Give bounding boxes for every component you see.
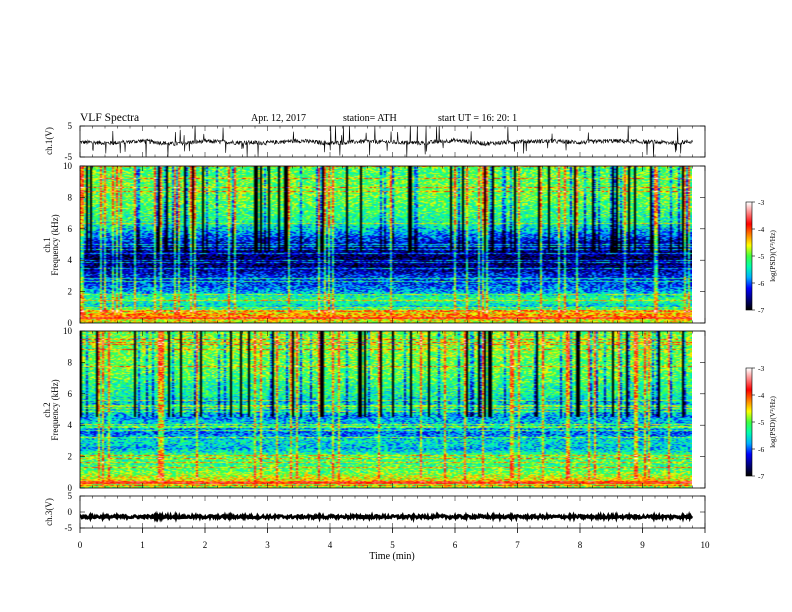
yaxis-tick-label: 10 [63, 326, 73, 336]
yaxis-tick-label: 0 [68, 507, 73, 517]
ch1-waveform-panel: 5 -5 ch.1(V) [44, 121, 706, 162]
start-ut-label: start UT = 16: 20: 1 [438, 113, 518, 124]
ch3-ylabel: ch.3(V) [44, 498, 54, 526]
yaxis-tick-label: 2 [68, 287, 73, 297]
ch1-spectrogram-ylabel-channel: ch.1 [42, 237, 52, 252]
yaxis-tick-label: 0 [68, 483, 73, 493]
xaxis-tick-label: 9 [640, 540, 645, 550]
xaxis-tick-label: 8 [578, 540, 583, 550]
ch2-colorbar-image [746, 368, 752, 476]
ch3-waveform-trace [80, 510, 694, 523]
xaxis-tick-label: 1 [140, 540, 145, 550]
yaxis-tick-label: 6 [68, 224, 73, 234]
ch1-spectrogram-yaxis: 0 2 4 6 8 10 [63, 161, 705, 328]
ch3-waveform-panel: 5 0 -5 ch.3(V) [44, 491, 706, 533]
colorbar-tick-label: -4 [758, 391, 764, 400]
colorbar-tick-label: -4 [758, 225, 764, 234]
ch3-waveform-line [80, 510, 694, 523]
xaxis-tick-label: 10 [701, 540, 711, 550]
ch1-colorbar-ticks: -3 -4 -5 -6 -7 [752, 198, 764, 315]
yaxis-tick-label: -5 [65, 152, 73, 162]
colorbar-tick-label: -3 [758, 198, 764, 207]
ch1-waveform-line [80, 126, 693, 157]
ch2-colorbar-label: log(PSD)(V²/Hz) [768, 396, 777, 448]
yaxis-tick-label: 8 [68, 192, 73, 202]
date-label: Apr. 12, 2017 [251, 113, 306, 124]
figure-title: VLF Spectra [80, 112, 140, 124]
xaxis-tick-label: 0 [78, 540, 83, 550]
ch2-spectrogram-yaxis: 0 2 4 6 8 10 [63, 326, 705, 493]
yaxis-tick-label: 4 [68, 420, 73, 430]
xaxis-tick-label: 6 [453, 540, 458, 550]
colorbar-tick-label: -5 [758, 418, 764, 427]
xaxis-tick-label: 7 [515, 540, 520, 550]
ch1-waveform-trace [80, 126, 693, 157]
station-label: station= ATH [343, 113, 397, 124]
ch1-colorbar-image [746, 202, 752, 310]
colorbar-tick-label: -7 [758, 472, 764, 481]
yaxis-tick-label: 8 [68, 357, 73, 367]
ch2-spectrogram-ylabel-frequency: Frequency (kHz) [50, 379, 60, 440]
colorbar-tick-label: -6 [758, 279, 764, 288]
xaxis-tick-label: 4 [328, 540, 333, 550]
ch1-spectrogram-image [80, 166, 692, 323]
yaxis-tick-label: 2 [68, 452, 73, 462]
ch3-yaxis: 5 0 -5 [65, 491, 705, 533]
ch2-spectrogram-ylabel-channel: ch.2 [42, 402, 52, 417]
colorbar-tick-label: -3 [758, 364, 764, 373]
xaxis-tick-label: 3 [265, 540, 270, 550]
xaxis-tick-label: 2 [203, 540, 208, 550]
ch2-colorbar-ticks: -3 -4 -5 -6 -7 [752, 364, 764, 481]
colorbar-tick-label: -5 [758, 252, 764, 261]
yaxis-tick-label: 6 [68, 389, 73, 399]
yaxis-tick-label: 5 [68, 121, 73, 131]
time-xaxis: 0 1 2 3 4 5 6 7 8 9 10 [78, 126, 710, 550]
colorbar-tick-label: -7 [758, 306, 764, 315]
colorbar-tick-label: -6 [758, 445, 764, 454]
yaxis-tick-label: -5 [65, 523, 73, 533]
ch1-colorbar-label: log(PSD)(V²/Hz) [768, 230, 777, 282]
yaxis-tick-label: 10 [63, 161, 73, 171]
yaxis-tick-label: 4 [68, 255, 73, 265]
yaxis-tick-label: 0 [68, 318, 73, 328]
xaxis-tick-label: 5 [390, 540, 395, 550]
ch1-ylabel: ch.1(V) [44, 127, 54, 155]
ch2-spectrogram-image [80, 331, 692, 488]
xaxis-label: Time (min) [369, 551, 414, 562]
yaxis-tick-label: 5 [68, 491, 73, 501]
ch1-yaxis: 5 -5 [65, 121, 705, 162]
ch1-spectrogram-ylabel-frequency: Frequency (kHz) [50, 214, 60, 275]
